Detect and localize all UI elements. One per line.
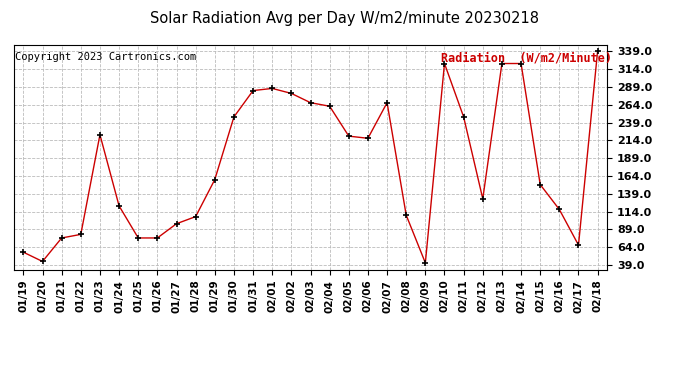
Text: Copyright 2023 Cartronics.com: Copyright 2023 Cartronics.com — [15, 52, 196, 62]
Text: Radiation  (W/m2/Minute): Radiation (W/m2/Minute) — [441, 52, 612, 65]
Text: Solar Radiation Avg per Day W/m2/minute 20230218: Solar Radiation Avg per Day W/m2/minute … — [150, 11, 540, 26]
